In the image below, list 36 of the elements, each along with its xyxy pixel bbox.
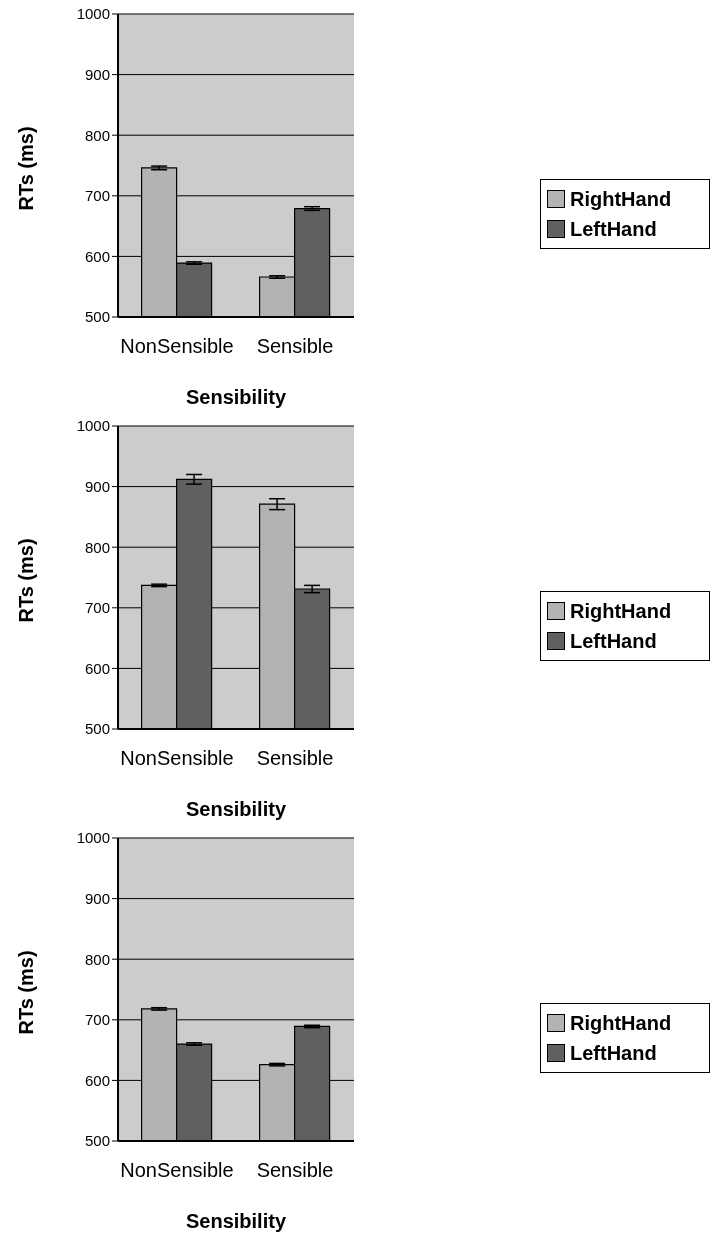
y-tick-label: 500 (84, 720, 110, 738)
x-tick-label: NonSensible (120, 335, 234, 358)
x-axis-title: Sensibility (185, 1210, 287, 1232)
legend-label: LeftHand (570, 1041, 657, 1065)
y-axis-title: RTs (ms) (15, 538, 38, 623)
y-tick-label: 900 (84, 889, 110, 907)
y-tick-label: 600 (84, 659, 110, 677)
x-tick-label: Sensible (256, 1159, 334, 1182)
y-axis-title: RTs (ms) (15, 950, 38, 1035)
x-tick-label: NonSensible (120, 747, 234, 770)
legend-label: RightHand (570, 599, 672, 623)
y-tick-label: 1000 (76, 417, 110, 435)
y-tick-label: 1000 (76, 829, 110, 847)
y-tick-label: 800 (84, 538, 110, 556)
legend-label: LeftHand (570, 629, 657, 653)
y-axis-title: RTs (ms) (15, 126, 38, 211)
x-tick-label: Sensible (256, 747, 334, 770)
y-tick-label: 1000 (76, 5, 110, 23)
y-tick-label: 800 (84, 126, 110, 144)
legend-label: LeftHand (570, 217, 657, 241)
y-tick-label: 700 (84, 187, 110, 205)
x-tick-label: Sensible (256, 335, 334, 358)
y-tick-label: 500 (84, 308, 110, 326)
x-axis-title: Sensibility (185, 798, 287, 820)
y-tick-label: 700 (84, 1011, 110, 1029)
y-tick-label: 700 (84, 599, 110, 617)
legend-label: RightHand (570, 1011, 672, 1035)
x-tick-label: NonSensible (120, 1159, 234, 1182)
y-tick-label: 800 (84, 950, 110, 968)
y-tick-label: 600 (84, 1071, 110, 1089)
y-tick-label: 500 (84, 1132, 110, 1150)
legend-label: RightHand (570, 187, 672, 211)
y-tick-label: 900 (84, 65, 110, 83)
y-tick-label: 900 (84, 477, 110, 495)
x-axis-title: Sensibility (185, 386, 287, 408)
y-tick-label: 600 (84, 247, 110, 265)
